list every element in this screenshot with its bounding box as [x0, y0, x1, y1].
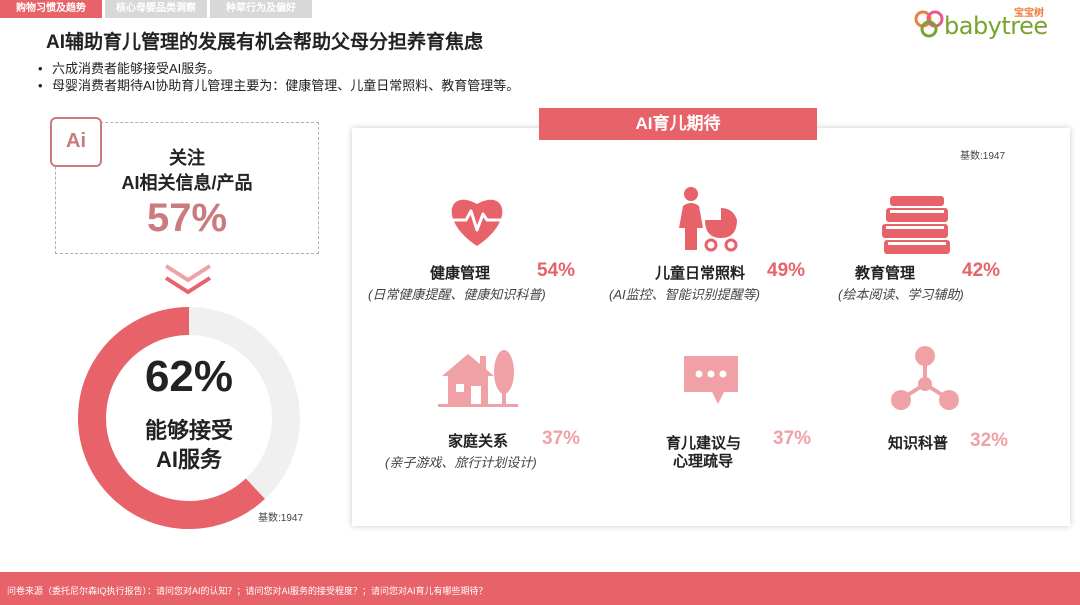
footer-source-note: 问卷来源（委托尼尔森IQ执行报告）：请问您对AI的认知？；请问您对AI服务的接受… — [7, 586, 488, 596]
double-chevron-down-icon — [164, 264, 212, 295]
bullet-item: 六成消费者能够接受AI服务。 — [38, 60, 519, 77]
house-tree-icon — [438, 350, 518, 407]
item-name-childcare: 儿童日常照料 — [655, 265, 746, 282]
item-name-advice-line1: 育儿建议与 — [666, 435, 742, 452]
expectation-title: AI育儿期待 — [539, 108, 817, 140]
ai-badge-icon: Ai — [50, 117, 102, 167]
item-percent-childcare: 49% — [767, 260, 806, 281]
item-name-health: 健康管理 — [430, 265, 491, 282]
books-icon — [882, 196, 950, 254]
item-percent-advice: 37% — [773, 428, 812, 449]
accept-donut-chart — [78, 307, 300, 529]
item-name-knowledge: 知识科普 — [888, 435, 949, 452]
donut-value-arc — [78, 307, 265, 529]
focus-percent: 57% — [146, 196, 228, 240]
logo-cn-text: 宝宝树 — [1014, 8, 1044, 19]
item-name-family: 家庭关系 — [448, 433, 509, 450]
tab-seeding-behavior[interactable]: 种草行为及偏好 — [210, 0, 312, 18]
item-desc-health: (日常健康提醒、健康知识科普) — [368, 287, 546, 302]
logo-en-text: babytree — [944, 12, 1048, 40]
focus-box — [55, 122, 319, 254]
item-desc-childcare: (AI监控、智能识别提醒等) — [609, 287, 760, 302]
item-percent-family: 37% — [542, 428, 581, 449]
bullet-item: 母婴消费者期待AI协助育儿管理主要为：健康管理、儿童日常照料、教育管理等。 — [38, 77, 519, 94]
page-title: AI辅助育儿管理的发展有机会帮助父母分担养育焦虑 — [46, 32, 484, 53]
accept-label-line2: AI服务 — [155, 447, 222, 472]
item-name-education: 教育管理 — [855, 265, 916, 282]
accept-percent: 62% — [144, 352, 234, 401]
item-desc-education: (绘本阅读、学习辅助) — [838, 287, 964, 302]
section-tabs: 购物习惯及趋势 核心母婴品类洞察 种草行为及偏好 — [0, 0, 315, 18]
heart-pulse-icon — [451, 199, 503, 246]
item-name-advice-line2: 心理疏导 — [673, 453, 734, 470]
mother-stroller-icon — [679, 187, 738, 252]
base-note-right: 基数:1947 — [960, 151, 1006, 162]
molecule-icon — [891, 346, 959, 410]
tab-category-insight[interactable]: 核心母婴品类洞察 — [105, 0, 207, 18]
tab-shopping-habits[interactable]: 购物习惯及趋势 — [0, 0, 102, 18]
focus-label-line1: 关注 — [169, 148, 205, 168]
focus-label-line2: AI相关信息/产品 — [121, 173, 253, 193]
babytree-logo: 宝宝树 babytree — [914, 4, 1048, 40]
base-note-left: 基数:1947 — [258, 513, 304, 524]
footer-bar: 问卷来源（委托尼尔森IQ执行报告）：请问您对AI的认知？；请问您对AI服务的接受… — [0, 572, 1080, 605]
chat-bubble-icon — [684, 356, 738, 404]
accept-label-line1: 能够接受 — [144, 418, 233, 443]
item-desc-family: (亲子游戏、旅行计划设计) — [385, 455, 537, 470]
bullet-list: 六成消费者能够接受AI服务。 母婴消费者期待AI协助育儿管理主要为：健康管理、儿… — [38, 60, 519, 94]
logo-mark-icon — [914, 10, 944, 38]
expectation-panel — [352, 128, 1070, 526]
item-percent-health: 54% — [537, 260, 576, 281]
item-percent-education: 42% — [962, 260, 1001, 281]
item-percent-knowledge: 32% — [970, 430, 1009, 451]
